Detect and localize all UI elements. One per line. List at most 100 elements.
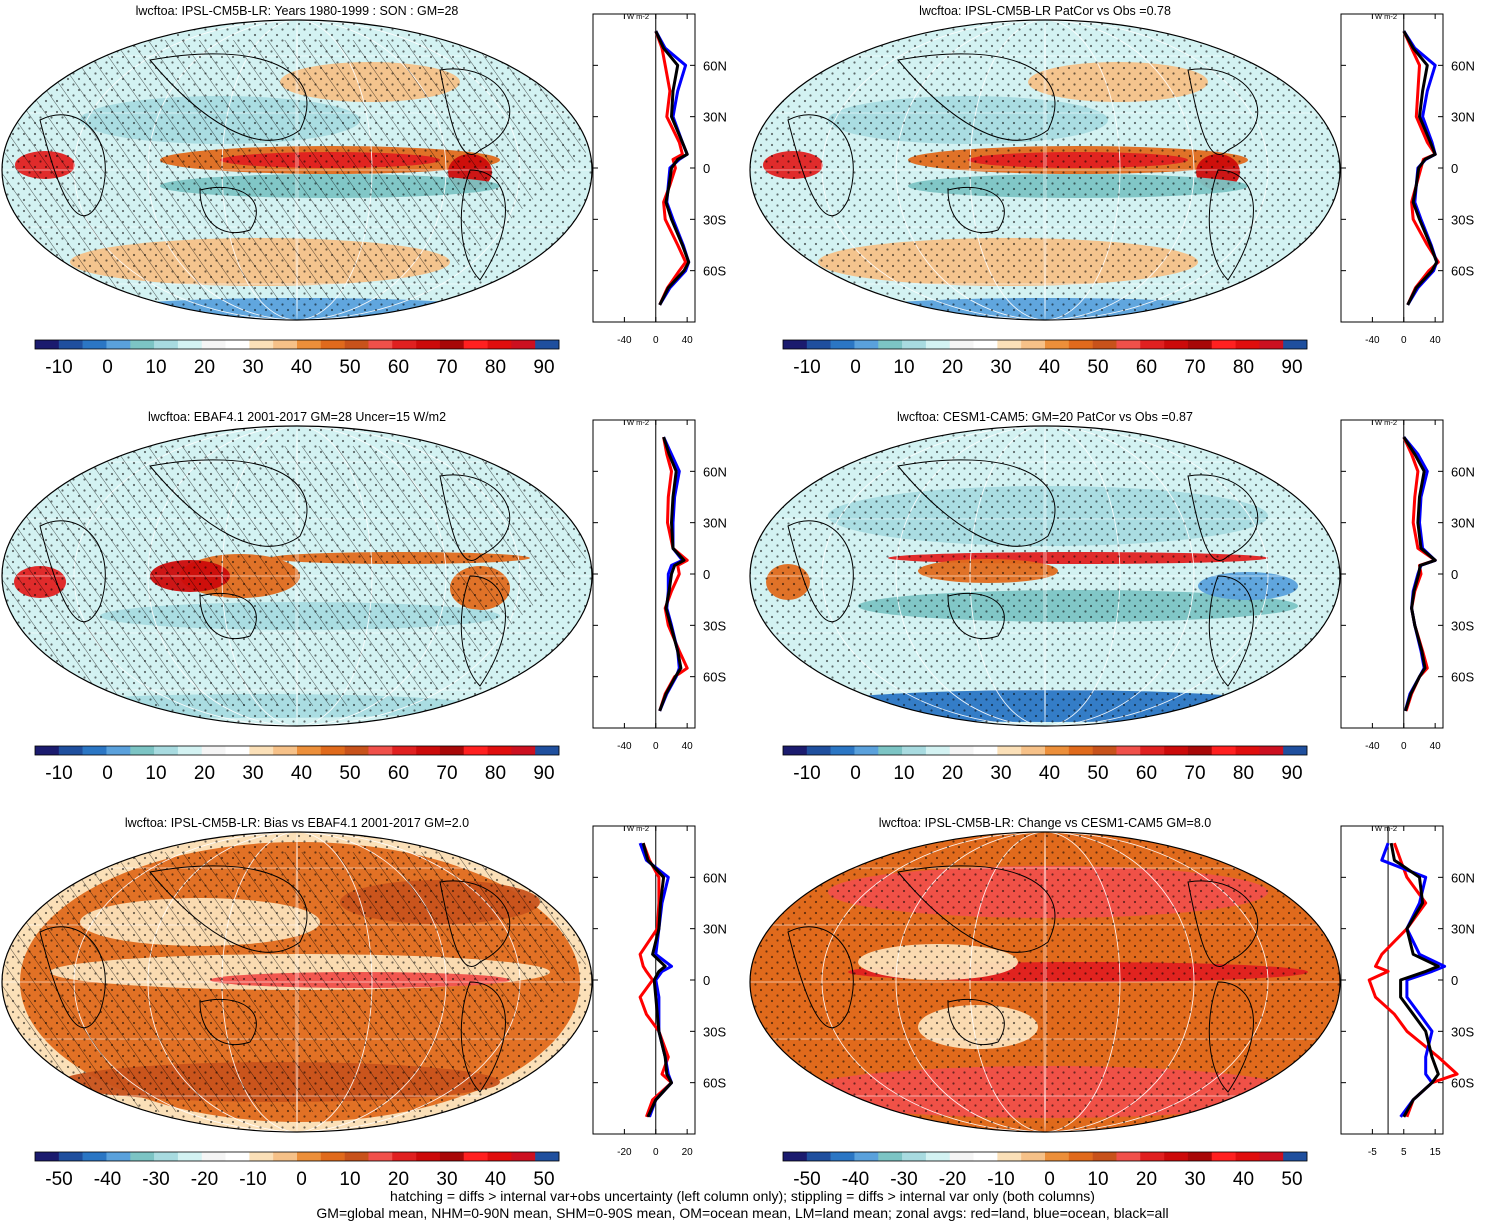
colorbar-swatch (130, 1152, 155, 1161)
x-tick-label: 0 (653, 335, 659, 346)
colorbar-swatch (154, 746, 179, 755)
y-tick-label: 0 (1451, 973, 1458, 988)
colorbar-tick-label: -50 (45, 1169, 72, 1190)
y-tick-label: 60N (1451, 464, 1475, 479)
colorbar-tick-label: 10 (893, 763, 914, 784)
coastline (897, 865, 1056, 953)
zonal-line-all (1389, 842, 1440, 1118)
coastline (149, 53, 308, 141)
colorbar-swatch (830, 1152, 855, 1161)
map-field (750, 832, 1340, 1132)
colorbar-swatch (297, 746, 322, 755)
colorbar-swatch (1283, 746, 1308, 755)
colorbar-swatch (878, 1152, 903, 1161)
colorbar-swatch (487, 746, 512, 755)
colorbar-tick-label: 60 (1136, 763, 1157, 784)
colorbar-tick-label: 10 (339, 1169, 360, 1190)
coastline (787, 114, 854, 217)
y-tick-label: 30N (1451, 516, 1475, 531)
colorbar-swatch (1045, 340, 1070, 349)
colorbar-tick-label: 10 (893, 357, 914, 378)
colorbar-swatch (1259, 340, 1284, 349)
coastline (897, 53, 1056, 141)
colorbar-tick-label: 20 (388, 1169, 409, 1190)
colorbar: -50 -40 -30 -20 -10 0 10 20 30 40 50 (782, 1151, 1308, 1190)
colorbar-tick-label: -10 (45, 763, 72, 784)
coastline (1208, 169, 1254, 281)
colorbar-tick-label: 40 (291, 357, 312, 378)
stippling-overlay (750, 20, 1340, 320)
map-border (1, 831, 593, 1133)
colorbar-swatch (273, 1152, 298, 1161)
colorbar-tick-label: 20 (194, 357, 215, 378)
colorbar-swatch (1021, 340, 1046, 349)
colorbar-swatch (130, 340, 155, 349)
colorbar-swatch (201, 746, 226, 755)
colorbar-swatch (201, 1152, 226, 1161)
colorbar-swatch (201, 340, 226, 349)
colorbar-swatch (463, 340, 488, 349)
panel-3: lwcftoa: EBAF4.1 2001-2017 GM=28 Uncer=1… (1, 410, 727, 784)
colorbar-swatch (949, 746, 974, 755)
colorbar-swatch (1235, 340, 1260, 349)
coastline (39, 114, 106, 217)
y-tick-label: 0 (703, 973, 710, 988)
coastline (897, 459, 1056, 547)
colorbar: -10 0 10 20 30 40 50 60 70 80 90 (34, 339, 560, 378)
colorbar-swatch (154, 340, 179, 349)
colorbar-swatch (225, 1152, 250, 1161)
colorbar-tick-label: 30 (242, 763, 263, 784)
colorbar-swatch (783, 746, 808, 755)
colorbar-tick-label: 60 (1136, 357, 1157, 378)
map-border (1, 19, 593, 321)
y-tick-label: 60N (1451, 870, 1475, 885)
colorbar-swatch (878, 746, 903, 755)
colorbar-tick-label: 70 (1184, 357, 1205, 378)
colorbar-swatch (925, 746, 951, 755)
colorbar-swatch (1092, 1152, 1117, 1161)
x-tick-label: 40 (682, 335, 694, 346)
colorbar-tick-label: 10 (1087, 1169, 1108, 1190)
colorbar-tick-label: 20 (194, 763, 215, 784)
map-border (749, 831, 1341, 1133)
colorbar-tick-label: 20 (942, 357, 963, 378)
colorbar-swatch (1116, 1152, 1141, 1161)
colorbar-swatch (902, 1152, 927, 1161)
map-border (749, 425, 1341, 727)
colorbar-swatch (320, 746, 345, 755)
y-tick-label: 60N (703, 464, 727, 479)
y-tick-label: 30S (703, 212, 726, 227)
colorbar-swatch (273, 746, 298, 755)
coastline (149, 865, 308, 953)
colorbar-tick-label: 90 (533, 357, 554, 378)
colorbar-swatch (854, 746, 879, 755)
colorbar-swatch (320, 340, 345, 349)
y-tick-label: 30S (703, 1024, 726, 1039)
colorbar-swatch (830, 746, 855, 755)
zonal-frame (592, 825, 696, 1135)
colorbar-swatch (1140, 746, 1165, 755)
colorbar-swatch (806, 340, 831, 349)
x-tick-label: 20 (682, 1147, 694, 1158)
colorbar-tick-label: -10 (793, 763, 820, 784)
colorbar-swatch (535, 746, 560, 755)
colorbar-tick-label: 50 (1087, 763, 1108, 784)
colorbar-swatch (82, 746, 107, 755)
colorbar-tick-label: 40 (1233, 1169, 1254, 1190)
map-field (750, 426, 1340, 726)
colorbar-swatch (973, 746, 998, 755)
colorbar-swatch (925, 340, 951, 349)
y-tick-label: 30N (703, 110, 727, 125)
colorbar-swatch (1211, 746, 1236, 755)
zonal-line-all (641, 842, 673, 1118)
colorbar-swatch (82, 1152, 107, 1161)
coastline (199, 592, 257, 640)
colorbar-tick-label: 60 (388, 357, 409, 378)
map-border (1, 425, 593, 727)
colorbar-swatch (154, 1152, 179, 1161)
colorbar-tick-label: 0 (1044, 1169, 1055, 1190)
colorbar-tick-label: 40 (485, 1169, 506, 1190)
footer-note-1: hatching = diffs > internal var+obs unce… (390, 1188, 1095, 1204)
colorbar-swatch (1092, 746, 1117, 755)
